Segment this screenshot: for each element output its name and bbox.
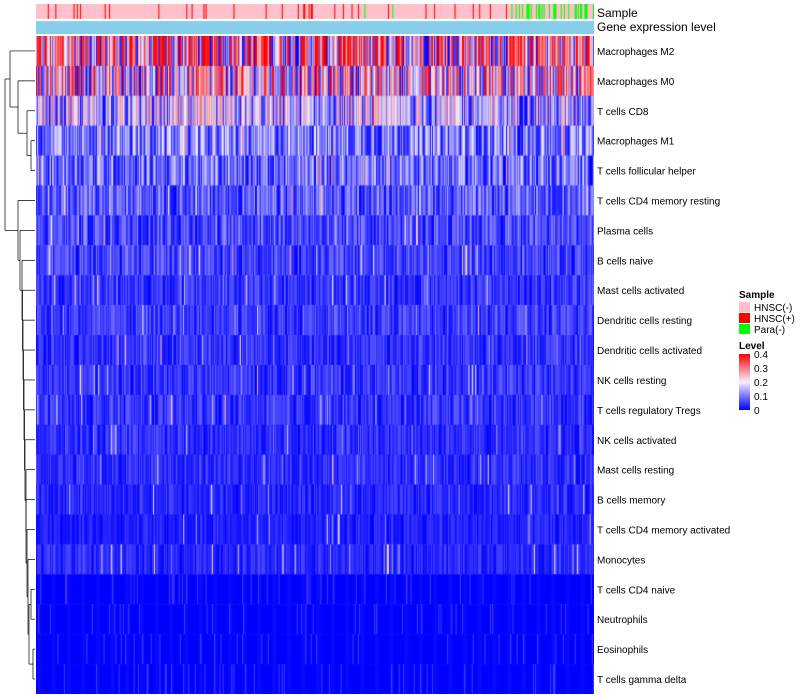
row-label: T cells CD4 memory activated: [597, 526, 730, 537]
legend-level-tick: 0: [754, 406, 760, 417]
legend-sample-label: HNSC(-): [754, 303, 792, 314]
heatmap-cells: [36, 36, 594, 694]
legend-sample-label: Para(-): [754, 325, 785, 336]
row-label: NK cells activated: [597, 436, 676, 447]
annotation-label-gene-expression-level: Gene expression level: [597, 20, 716, 34]
annotation-label-sample: Sample: [597, 6, 638, 20]
row-label: Macrophages M2: [597, 47, 675, 58]
legend-level-tick: 0.2: [754, 378, 768, 389]
legend-sample-label: HNSC(+): [754, 314, 795, 325]
row-label: B cells memory: [597, 496, 665, 507]
row-label: T cells regulatory Tregs: [597, 406, 701, 417]
row-label: Plasma cells: [597, 226, 653, 237]
row-label: Macrophages M0: [597, 77, 675, 88]
row-label: T cells gamma delta: [597, 675, 687, 686]
annotation-tracks: [36, 4, 594, 34]
legend-level-tick: 0.4: [754, 350, 768, 361]
row-labels: Macrophages M2 Macrophages M0 T cells CD8 M…: [597, 47, 730, 686]
row-dendrogram: [4, 50, 35, 680]
row-label: Macrophages M1: [597, 137, 675, 148]
row-label: B cells naive: [597, 256, 654, 267]
legend-level-title: Level: [739, 341, 765, 352]
row-label: Eosinophils: [597, 645, 648, 656]
legend-level-tick: 0.3: [754, 364, 768, 375]
row-label: NK cells resting: [597, 376, 666, 387]
row-label: T cells CD4 naive: [597, 585, 676, 596]
legend-level-gradient: [739, 354, 750, 410]
row-label: T cells CD8: [597, 107, 649, 118]
legend-level-tick: 0.1: [754, 392, 768, 403]
row-label: Neutrophils: [597, 615, 648, 626]
row-label: Mast cells activated: [597, 286, 684, 297]
row-label: Monocytes: [597, 555, 645, 566]
row-label: Mast cells resting: [597, 466, 674, 477]
row-label: T cells CD4 memory resting: [597, 197, 720, 208]
row-label: T cells follicular helper: [597, 167, 696, 178]
legend-swatch: [739, 324, 750, 334]
legend-swatch: [739, 302, 750, 312]
legend-sample-title: Sample: [739, 290, 775, 301]
row-label: Dendritic cells activated: [597, 346, 702, 357]
row-label: Dendritic cells resting: [597, 316, 692, 327]
legend-swatch: [739, 313, 750, 323]
